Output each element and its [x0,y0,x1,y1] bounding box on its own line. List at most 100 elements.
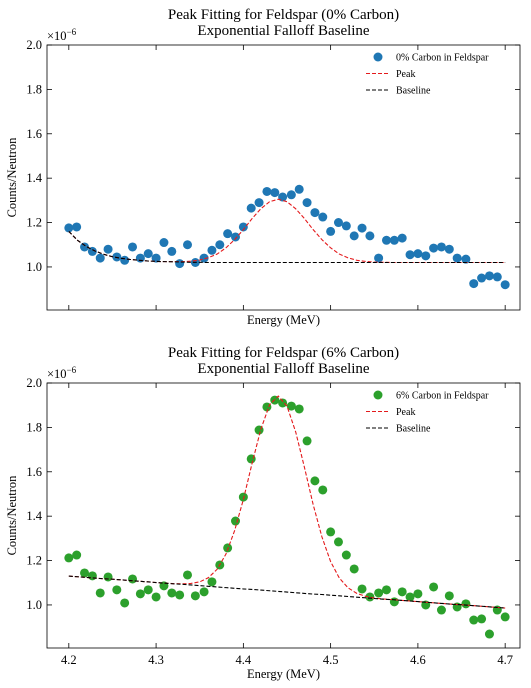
data-point [477,614,487,624]
y-multiplier-exponent: −6 [67,27,77,37]
data-point [397,587,407,597]
data-point [64,223,74,233]
data-point [151,592,161,602]
data-point [103,244,113,254]
data-point [357,223,367,233]
data-point [357,584,367,594]
data-point [310,208,320,218]
data-point [365,231,375,241]
data-point [167,588,177,598]
data-point [120,255,130,265]
data-point [444,244,454,254]
y-multiplier-base: ×10 [47,367,67,381]
legend-marker [373,52,383,62]
data-point [349,231,359,241]
plot-area [64,395,510,639]
data-point [302,436,312,446]
data-point [477,273,487,283]
data-point [246,203,256,213]
data-point [500,612,510,622]
legend-label: 0% Carbon in Feldspar [396,53,489,64]
chart-title: Peak Fitting for Feldspar (0% Carbon) [168,7,399,23]
y-tick-label: 1.6 [26,465,42,479]
data-point [452,602,462,612]
data-point [341,550,351,560]
x-tick-label: 4.3 [148,653,164,667]
data-point [143,585,153,595]
y-multiplier-exponent: −6 [67,365,77,375]
data-point [278,398,288,408]
chart-title: Peak Fitting for Feldspar (6% Carbon) [168,345,399,361]
data-point [238,492,248,502]
data-point [199,253,209,263]
data-point [436,242,446,252]
data-point [500,280,510,290]
data-point [444,591,454,601]
data-point [120,598,130,608]
fit-line [68,198,506,264]
plot-area [64,184,510,290]
data-point [72,222,82,232]
data-point [72,550,82,560]
x-axis-label: Energy (MeV) [247,313,320,327]
y-multiplier: ×10−6 [47,365,77,381]
y-tick-label: 1.0 [26,260,42,274]
data-point [318,485,328,495]
y-axis-label: Counts/Neutron [5,475,19,556]
data-point [278,192,288,202]
data-point [223,229,233,239]
data-point [484,271,494,281]
data-point [175,259,185,269]
y-tick-label: 1.8 [26,420,42,434]
y-tick-label: 1.8 [26,82,42,96]
data-point [95,253,105,263]
chart-subtitle: Exponential Falloff Baseline [197,361,370,377]
data-point [389,597,399,607]
data-point [389,235,399,245]
axes-frame [46,382,521,649]
fit-line [68,575,506,609]
data-point [262,186,272,196]
data-point [80,242,90,252]
data-point [461,254,471,264]
data-point [231,516,241,526]
data-point [413,249,423,259]
data-point [64,553,74,563]
chart-subtitle: Exponential Falloff Baseline [197,23,370,39]
data-point [112,585,122,595]
data-point [333,218,343,228]
data-point [87,571,97,581]
data-point [231,232,241,242]
x-axis-label: Energy (MeV) [247,667,320,681]
data-point [80,568,90,578]
x-tick-label: 4.4 [236,653,252,667]
data-point [135,253,145,263]
data-point [429,243,439,253]
y-tick-label: 2.0 [26,376,42,390]
data-point [452,253,462,263]
data-point [374,253,384,263]
data-point [349,564,359,574]
legend-label: Peak [396,407,415,418]
data-point [413,589,423,599]
data-point [294,404,304,414]
x-tick-label: 4.5 [323,653,339,667]
y-tick-label: 1.2 [26,554,42,568]
data-point [190,591,200,601]
data-point [310,476,320,486]
data-point [87,246,97,256]
y-multiplier-base: ×10 [47,29,67,43]
data-point [135,589,145,599]
data-point [95,588,105,598]
data-point [151,253,161,263]
data-point [469,279,479,289]
data-point [484,629,494,639]
y-tick-label: 1.6 [26,127,42,141]
x-tick-label: 4.2 [61,653,77,667]
data-point [167,246,177,256]
data-point [103,572,113,582]
data-point [469,615,479,625]
data-point [326,226,336,236]
y-tick-label: 1.4 [26,171,42,185]
